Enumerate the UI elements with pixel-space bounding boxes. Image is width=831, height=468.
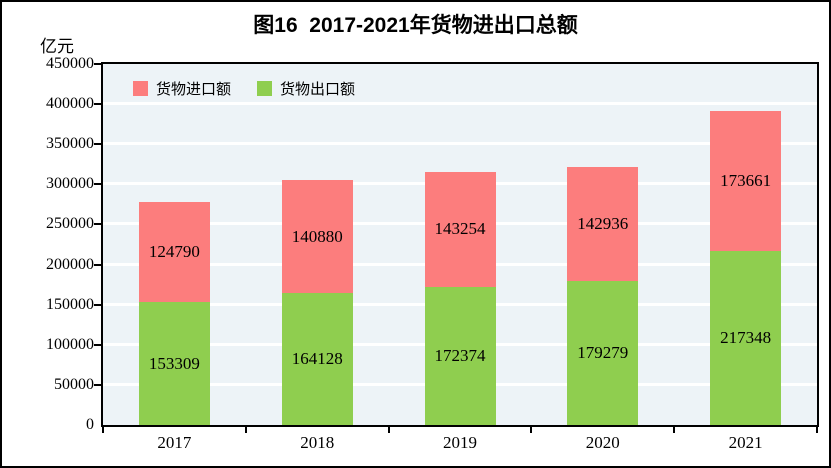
y-axis-tick xyxy=(94,263,101,266)
x-axis-label-2020: 2020 xyxy=(585,433,620,452)
gridline xyxy=(103,142,817,145)
bar-value-label-import-2021: 173661 xyxy=(720,170,772,190)
y-axis-label: 50000 xyxy=(54,375,94,393)
bar-import-2018: 140880 xyxy=(281,180,353,294)
y-axis-tick xyxy=(94,183,101,186)
bar-import-2019: 143254 xyxy=(424,171,496,287)
y-axis-label: 300000 xyxy=(46,175,94,193)
x-axis-label-2021: 2021 xyxy=(728,433,763,452)
x-axis-tick xyxy=(530,427,533,433)
y-axis-label: 0 xyxy=(86,416,94,433)
x-axis-label-2017: 2017 xyxy=(157,433,192,452)
bar-value-label-export-2020: 179279 xyxy=(577,343,629,363)
y-axis-unit-label: 亿元 xyxy=(40,37,74,56)
legend-label: 货物出口额 xyxy=(280,82,356,98)
bar-value-label-import-2017: 124790 xyxy=(148,241,200,261)
y-axis-label: 350000 xyxy=(46,135,94,153)
bar-import-2020: 142936 xyxy=(567,166,639,282)
y-axis-tick xyxy=(94,103,101,106)
x-axis-tick xyxy=(387,427,390,433)
bar-import-2017: 124790 xyxy=(138,201,210,303)
x-axis-label-2018: 2018 xyxy=(300,433,335,452)
x-axis-label-2019: 2019 xyxy=(443,433,477,452)
bar-value-label-export-2018: 164128 xyxy=(291,349,343,369)
y-axis-label: 400000 xyxy=(46,95,94,113)
x-axis-tick xyxy=(102,427,104,433)
bar-value-label-export-2017: 153309 xyxy=(148,353,200,373)
y-axis-tick xyxy=(94,143,101,146)
y-axis-tick xyxy=(94,383,101,386)
y-axis-label: 450000 xyxy=(46,55,94,72)
legend-item-export: 货物出口额 xyxy=(257,78,355,99)
x-axis-tick xyxy=(816,427,818,433)
y-axis-label: 150000 xyxy=(46,295,94,313)
legend-item-import: 货物进口额 xyxy=(133,78,231,99)
legend-swatch-icon xyxy=(257,81,273,96)
bar-export-2021: 217348 xyxy=(710,250,782,425)
bar-export-2017: 153309 xyxy=(138,302,210,425)
bar-value-label-import-2019: 143254 xyxy=(434,219,486,239)
legend-swatch-icon xyxy=(133,81,148,96)
bar-import-2021: 173661 xyxy=(710,111,782,251)
bar-export-2018: 164128 xyxy=(281,293,353,425)
bar-value-label-import-2020: 142936 xyxy=(577,213,629,233)
bar-value-label-export-2019: 172374 xyxy=(434,345,486,365)
y-axis-label: 100000 xyxy=(46,335,94,353)
gridline xyxy=(103,102,817,105)
bar-value-label-import-2018: 140880 xyxy=(291,226,343,246)
chart-title: 图16 2017-2021年货物进出口总额 xyxy=(253,14,578,37)
bar-export-2020: 179279 xyxy=(567,281,639,425)
y-axis-tick xyxy=(94,343,101,346)
bar-value-label-export-2021: 217348 xyxy=(720,327,772,347)
legend: 货物进口额 货物出口额 xyxy=(133,78,355,99)
y-axis-tick xyxy=(94,63,101,65)
y-axis-tick xyxy=(94,223,101,226)
y-axis-tick xyxy=(94,303,101,306)
bar-export-2019: 172374 xyxy=(424,286,496,425)
x-axis-tick xyxy=(673,427,676,433)
legend-label: 货物进口额 xyxy=(156,82,232,98)
plot-area: 货物进口额 货物出口额 153309 124790 164128 140880 17237… xyxy=(101,62,819,427)
x-axis-tick xyxy=(244,427,247,433)
y-axis-label: 200000 xyxy=(46,255,94,273)
y-axis-label: 250000 xyxy=(46,215,94,233)
